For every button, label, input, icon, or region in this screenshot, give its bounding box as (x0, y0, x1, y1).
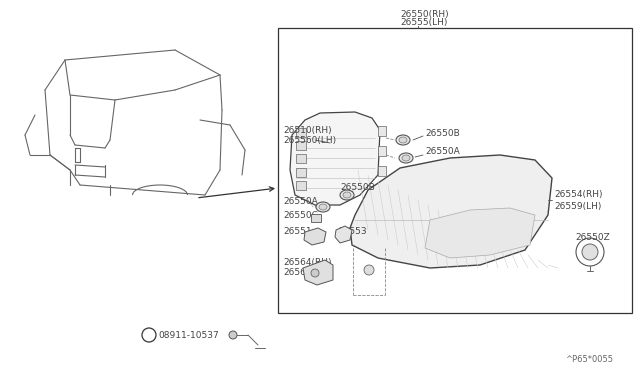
Ellipse shape (343, 192, 351, 198)
Bar (296, 154, 306, 163)
Bar (296, 141, 306, 150)
Bar (378, 126, 386, 136)
Circle shape (364, 265, 374, 275)
Polygon shape (350, 155, 552, 268)
Text: 265560(LH): 265560(LH) (283, 135, 336, 144)
Ellipse shape (399, 153, 413, 163)
Text: N: N (146, 330, 152, 340)
Text: 26564(RH): 26564(RH) (283, 259, 332, 267)
Text: 26550B: 26550B (425, 128, 460, 138)
Text: 26569(LH): 26569(LH) (283, 269, 330, 278)
Bar (278, 28, 632, 313)
Polygon shape (290, 112, 380, 205)
Text: 26553: 26553 (338, 228, 367, 237)
Bar (378, 146, 386, 156)
Ellipse shape (399, 137, 407, 143)
Circle shape (229, 331, 237, 339)
Bar (311, 214, 321, 222)
Bar (296, 181, 306, 190)
Text: 26550B: 26550B (340, 183, 375, 192)
Text: 26510(RH): 26510(RH) (283, 125, 332, 135)
Text: 26550(RH): 26550(RH) (400, 10, 449, 19)
Ellipse shape (396, 135, 410, 145)
Polygon shape (303, 260, 333, 285)
Circle shape (311, 269, 319, 277)
Polygon shape (304, 228, 326, 245)
Text: 26550Z: 26550Z (575, 234, 610, 243)
Ellipse shape (316, 202, 330, 212)
Ellipse shape (319, 204, 327, 210)
Circle shape (576, 238, 604, 266)
Bar (296, 128, 306, 137)
Bar (296, 168, 306, 177)
Polygon shape (335, 226, 352, 243)
Circle shape (582, 244, 598, 260)
Circle shape (142, 328, 156, 342)
Ellipse shape (402, 155, 410, 161)
Text: 26555(LH): 26555(LH) (400, 19, 447, 28)
Ellipse shape (340, 190, 354, 200)
Text: 08911-10537: 08911-10537 (158, 330, 219, 340)
Text: 26551: 26551 (283, 228, 312, 237)
Polygon shape (425, 208, 535, 258)
Text: 26550A: 26550A (425, 148, 460, 157)
Bar (378, 166, 386, 176)
Text: 26550A: 26550A (283, 198, 317, 206)
Text: 26550C: 26550C (283, 211, 318, 219)
Text: 26559(LH): 26559(LH) (554, 202, 602, 211)
Text: ^P65*0055: ^P65*0055 (565, 356, 613, 365)
Text: 26554(RH): 26554(RH) (554, 190, 602, 199)
